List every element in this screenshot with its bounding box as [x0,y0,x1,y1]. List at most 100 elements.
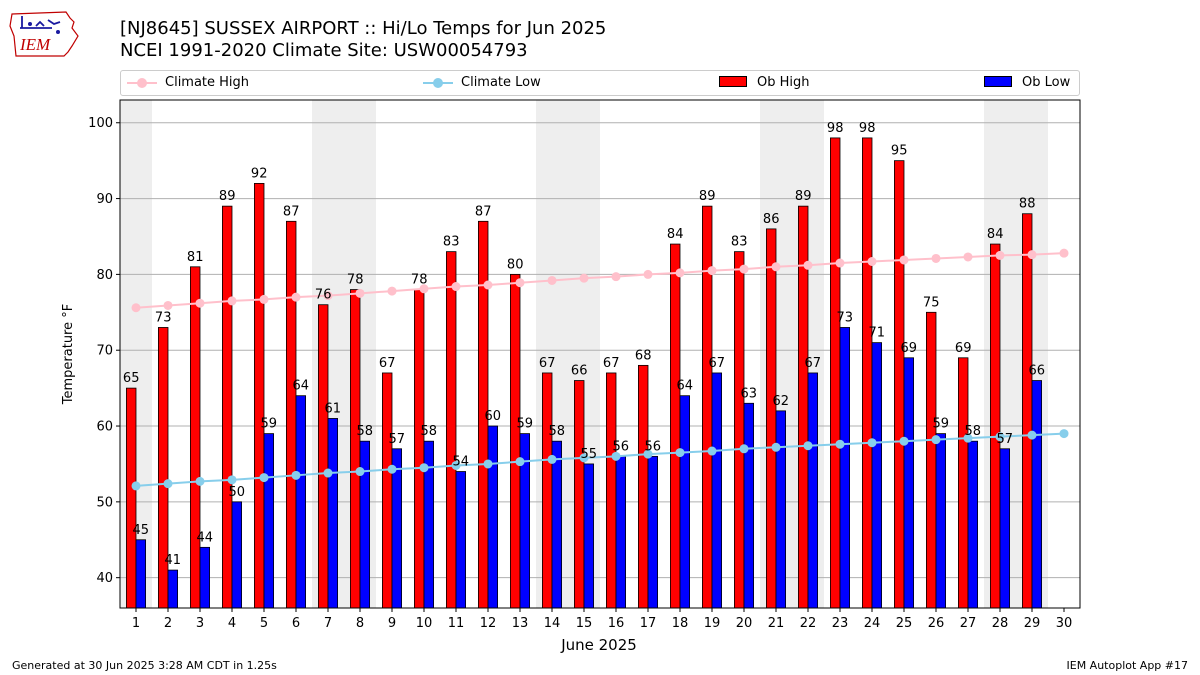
ob-low-bar [135,539,147,609]
x-tick-label: 11 [448,616,465,631]
climate-low-point [547,454,557,464]
climate-low-point [451,460,461,470]
ob-low-label: 67 [805,356,822,371]
climate-high-point [643,269,653,279]
climate-high-point [451,282,461,292]
ob-low-label: 69 [901,341,918,356]
x-tick-label: 15 [576,616,593,631]
ob-low-bar [487,425,499,609]
climate-low-point [195,476,205,486]
ob-high-label: 78 [411,273,428,288]
ob-high-bar [926,311,937,609]
ob-high-bar [990,243,1001,609]
x-tick-label: 8 [356,616,364,631]
ob-low-bar [871,342,883,609]
climate-high-point [355,288,365,298]
ob-high-bar [958,357,969,609]
ob-high-label: 76 [315,288,332,303]
ob-high-label: 84 [667,227,684,242]
ob-low-bar [551,440,563,609]
climate-low-point [963,433,973,443]
ob-low-bar [1031,380,1043,609]
ob-high-bar [221,205,233,609]
ob-high-label: 92 [251,166,268,181]
climate-high-point [867,256,877,266]
chart-title: [NJ8645] SUSSEX AIRPORT :: Hi/Lo Temps f… [120,18,607,39]
ob-low-label: 58 [357,424,374,439]
climate-high-point [739,264,749,274]
ob-low-bar [455,471,467,609]
climate-low-point [867,438,877,448]
legend-label: Climate Low [461,75,541,90]
chart-subtitle: NCEI 1991-2020 Climate Site: USW00054793 [120,40,528,61]
climate-low-point [131,481,141,491]
x-tick-label: 7 [324,616,332,631]
ob-low-label: 63 [741,386,758,401]
ob-low-label: 45 [133,523,150,538]
ob-low-label: 58 [549,424,566,439]
ob-low-label: 71 [869,326,886,341]
ob-high-bar [638,364,649,609]
x-tick-label: 10 [416,616,433,631]
ob-low-label: 50 [229,485,246,500]
ob-low-label: 44 [197,530,214,545]
climate-high-point [291,292,301,302]
ob-high-bar [349,289,361,609]
ob-high-label: 67 [603,356,620,371]
climate-low-point [931,435,941,445]
y-tick-label: 40 [96,571,113,586]
climate-low-point [419,463,429,473]
ob-high-label: 87 [475,204,492,219]
climate-high-point [259,294,269,304]
chart-legend: Climate High Climate Low Ob High Ob Low [120,70,1080,96]
x-tick-label: 22 [800,616,817,631]
ob-low-label: 58 [421,424,438,439]
climate-low-point [259,473,269,483]
x-tick-label: 29 [1024,616,1041,631]
ob-low-label: 56 [613,439,630,454]
ob-low-bar [711,372,723,609]
ob-low-bar [743,402,755,609]
x-tick-label: 18 [672,616,689,631]
y-tick-label: 50 [96,495,113,510]
climate-high-point [707,266,717,276]
ob-high-label: 87 [283,204,300,219]
climate-high-point [419,284,429,294]
climate-high-point [995,250,1005,260]
climate-low-point [835,439,845,449]
climate-high-point [931,253,941,263]
x-tick-label: 3 [196,616,204,631]
climate-high-point [835,258,845,268]
ob-high-bar [413,289,425,609]
ob-high-label: 89 [219,189,236,204]
x-tick-label: 19 [704,616,721,631]
plot-frame [119,99,1081,609]
ob-low-label: 73 [837,310,854,325]
ob-high-label: 65 [123,371,140,386]
logo-text: IEM [19,35,51,54]
ob-low-bar [167,569,179,609]
ob-low-label: 59 [261,417,278,432]
ob-high-label: 80 [507,257,524,272]
x-tick-label: 6 [292,616,300,631]
ob-low-bar [807,372,819,609]
climate-low-point [771,442,781,452]
x-tick-label: 2 [164,616,172,631]
ob-low-label: 67 [709,356,726,371]
climate-high-point [227,296,237,306]
climate-high-point [899,255,909,265]
ob-high-label: 75 [923,295,940,310]
ob-high-bar [670,243,681,609]
ob-high-bar [285,220,297,609]
x-tick-label: 4 [228,616,236,631]
legend-label: Climate High [165,75,250,90]
data-labels: 65 45 73 41 81 44 89 50 92 59 87 64 76 61 78 58 67 57 78 58… [123,121,1045,568]
ob-low-bar [359,440,371,609]
ob-low-label: 54 [453,455,470,470]
ob-high-bar [1022,213,1033,609]
x-tick-label: 16 [608,616,625,631]
legend-label: Ob High [757,75,810,90]
climate-low-point [1027,430,1037,440]
climate-low-point [483,459,493,469]
app-credit: IEM Autoplot App #17 [1066,659,1189,672]
